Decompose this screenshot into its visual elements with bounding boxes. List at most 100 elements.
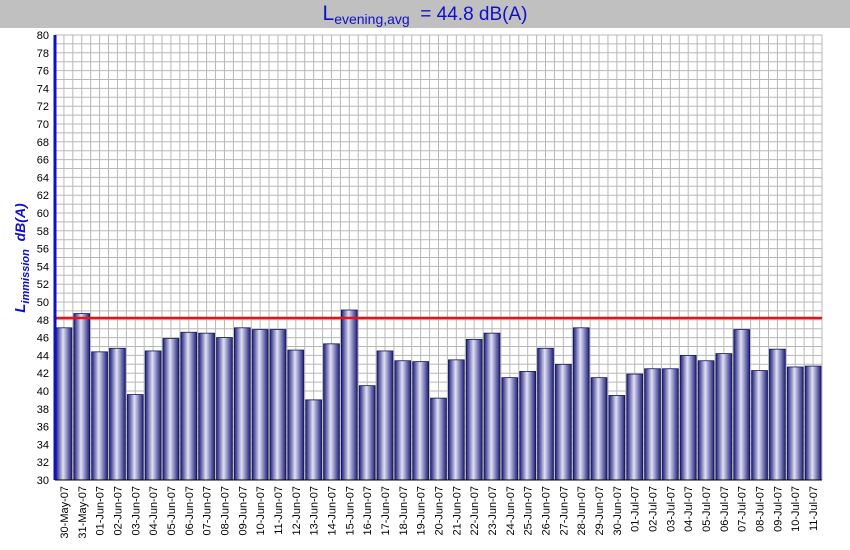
x-tick-label: 01-Jun-07 — [95, 486, 107, 536]
x-tick-label: 04-Jun-07 — [148, 486, 160, 536]
bar — [733, 329, 751, 481]
y-tick-label: 48 — [37, 315, 49, 327]
x-tick-label: 20-Jun-07 — [434, 486, 446, 536]
y-tick-label: 80 — [37, 30, 49, 42]
x-tick-label: 16-Jun-07 — [362, 486, 374, 536]
y-tick-label: 34 — [37, 439, 49, 451]
y-axis-label-unit: dB(A) — [12, 203, 28, 241]
x-tick-label: 12-Jun-07 — [291, 486, 303, 536]
y-tick-label: 76 — [37, 66, 49, 78]
y-tick-label: 70 — [37, 119, 49, 131]
x-tick-label: 21-Jun-07 — [451, 486, 463, 536]
x-tick-label: 31-May-07 — [77, 486, 89, 539]
bar — [751, 370, 768, 481]
x-tick-label: 04-Jul-07 — [683, 486, 695, 532]
bar — [804, 365, 822, 481]
x-tick-label: 09-Jul-07 — [772, 486, 784, 532]
x-tick-label: 09-Jun-07 — [237, 486, 249, 536]
title-subscript: evening,avg — [334, 11, 410, 27]
bar — [162, 338, 180, 481]
x-tick-label: 15-Jun-07 — [344, 486, 356, 536]
bar — [109, 347, 126, 481]
y-tick-label: 52 — [37, 279, 49, 291]
bar — [358, 385, 376, 481]
x-tick-label: 30-Jun-07 — [612, 486, 624, 536]
x-tick-label: 19-Jun-07 — [416, 486, 428, 536]
bar — [340, 309, 358, 481]
x-tick-label: 22-Jun-07 — [469, 486, 481, 536]
x-tick-label: 30-May-07 — [59, 486, 71, 539]
bar — [287, 349, 305, 481]
bar — [376, 350, 394, 481]
bar — [233, 327, 251, 481]
x-tick-label: 13-Jun-07 — [309, 486, 321, 536]
bar — [465, 338, 483, 481]
x-tick-label: 25-Jun-07 — [523, 486, 535, 536]
bar — [269, 329, 287, 481]
x-tick-label: 05-Jun-07 — [166, 486, 178, 536]
x-tick-label: 03-Jun-07 — [130, 486, 142, 536]
x-tick-label: 14-Jun-07 — [326, 486, 338, 536]
y-tick-label: 38 — [37, 404, 49, 416]
bar — [448, 359, 465, 481]
x-tick-label: 10-Jul-07 — [790, 486, 802, 532]
title-value-text: = 44.8 dB(A) — [420, 4, 528, 25]
bar — [198, 332, 215, 481]
x-tick-label: 11-Jul-07 — [808, 486, 820, 531]
y-tick-label: 62 — [37, 190, 49, 202]
bar — [55, 327, 73, 481]
y-tick-label: 44 — [37, 350, 49, 362]
x-tick-label: 23-Jun-07 — [487, 486, 499, 536]
y-tick-label: 36 — [37, 422, 49, 434]
x-tick-label: 08-Jun-07 — [219, 486, 231, 536]
y-tick-label: 78 — [37, 48, 49, 60]
title-bar — [0, 0, 850, 28]
bar — [323, 343, 340, 481]
bar — [644, 368, 661, 481]
bar — [251, 329, 269, 481]
x-tick-label: 10-Jun-07 — [255, 486, 267, 536]
x-tick-label: 27-Jun-07 — [558, 486, 570, 536]
x-tick-label: 29-Jun-07 — [594, 486, 606, 536]
y-tick-labels: 30 32 34 36 38 40 42 44 46 48 50 52 54 56 58 60 62 64 66 68… — [37, 30, 49, 487]
bar — [626, 373, 644, 481]
x-tick-label: 06-Jun-07 — [184, 486, 196, 536]
y-tick-label: 58 — [37, 226, 49, 238]
bar — [608, 395, 626, 481]
bar — [679, 354, 697, 481]
y-tick-label: 56 — [37, 244, 49, 256]
y-tick-label: 30 — [37, 475, 49, 487]
x-tick-label: 01-Jul-07 — [630, 486, 642, 532]
x-tick-label: 02-Jul-07 — [648, 486, 660, 532]
x-tick-label: 18-Jun-07 — [398, 486, 410, 536]
bar — [590, 377, 608, 481]
y-tick-label: 66 — [37, 155, 49, 167]
bar — [126, 394, 144, 481]
x-tick-label: 24-Jun-07 — [505, 486, 517, 536]
x-tick-label: 07-Jul-07 — [737, 486, 749, 532]
y-tick-label: 50 — [37, 297, 49, 309]
bar — [412, 361, 429, 481]
title-symbol: L — [322, 2, 335, 25]
y-tick-label: 46 — [37, 333, 49, 345]
x-tick-label: 02-Jun-07 — [112, 486, 124, 536]
bar — [430, 397, 447, 481]
bar — [305, 399, 322, 481]
x-tick-label: 08-Jul-07 — [755, 486, 767, 532]
x-tick-label: 07-Jun-07 — [202, 486, 214, 536]
y-tick-label: 40 — [37, 386, 49, 398]
x-tick-label: 11-Jun-07 — [273, 486, 285, 535]
bar — [180, 331, 198, 481]
bar — [769, 348, 786, 481]
bar — [73, 313, 91, 481]
bar — [519, 371, 537, 481]
y-axis-label-sub: immission — [20, 249, 32, 304]
bar — [144, 350, 162, 481]
y-tick-label: 64 — [37, 172, 49, 184]
x-tick-labels: 30-May-07 31-May-07 01-Jun-07 02-Jun-07 03-J… — [59, 486, 820, 539]
x-tick-label: 03-Jul-07 — [665, 486, 677, 532]
x-tick-label: 05-Jul-07 — [701, 486, 713, 532]
y-tick-label: 74 — [37, 83, 49, 95]
x-tick-label: 06-Jul-07 — [719, 486, 731, 532]
